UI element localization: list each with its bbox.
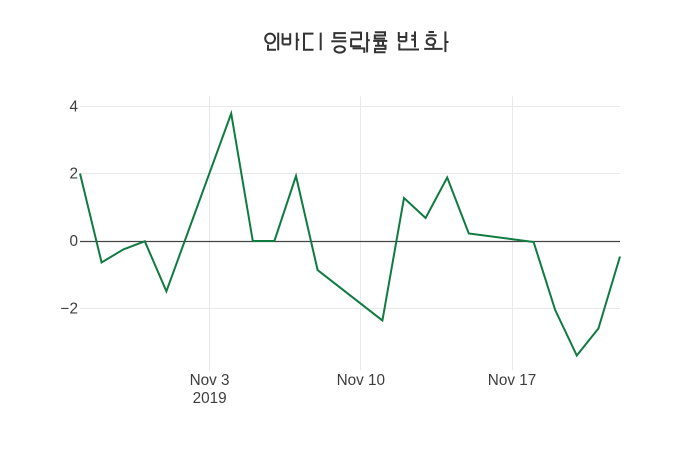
svg-text:Nov 3: Nov 3 bbox=[190, 372, 230, 389]
svg-text:Nov 10: Nov 10 bbox=[337, 372, 385, 389]
svg-text:0: 0 bbox=[69, 233, 78, 250]
svg-text:−2: −2 bbox=[61, 301, 78, 318]
svg-text:4: 4 bbox=[69, 99, 78, 116]
svg-text:2019: 2019 bbox=[193, 390, 227, 407]
svg-text:Nov 17: Nov 17 bbox=[488, 372, 536, 389]
svg-text:2: 2 bbox=[69, 166, 78, 183]
